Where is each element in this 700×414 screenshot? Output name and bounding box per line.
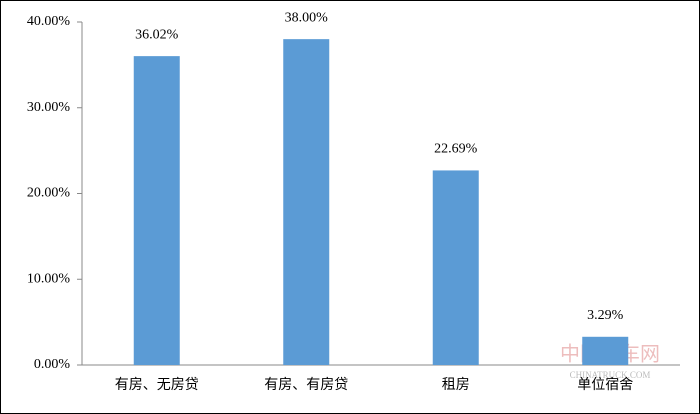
value-label: 3.29% bbox=[587, 308, 624, 323]
bar bbox=[432, 170, 479, 365]
x-tick-label: 有房、无房贷 bbox=[115, 377, 199, 393]
value-label: 38.00% bbox=[285, 10, 329, 25]
x-tick-label: 租房 bbox=[442, 377, 470, 393]
y-tick-label: 40.00% bbox=[27, 14, 71, 29]
watermark-sub: CHINATRUCK.COM bbox=[570, 370, 651, 380]
value-label: 22.69% bbox=[434, 142, 478, 157]
x-tick-label: 有房、有房贷 bbox=[264, 377, 348, 393]
bar bbox=[283, 39, 330, 366]
bar bbox=[582, 336, 629, 365]
x-tick-label: 单位宿舍 bbox=[577, 376, 633, 393]
y-tick-label: 0.00% bbox=[34, 357, 71, 372]
y-tick-label: 10.00% bbox=[27, 271, 71, 286]
bar bbox=[133, 56, 180, 365]
y-tick-label: 20.00% bbox=[27, 186, 71, 201]
y-tick-label: 30.00% bbox=[27, 100, 71, 115]
value-label: 36.02% bbox=[135, 27, 179, 42]
